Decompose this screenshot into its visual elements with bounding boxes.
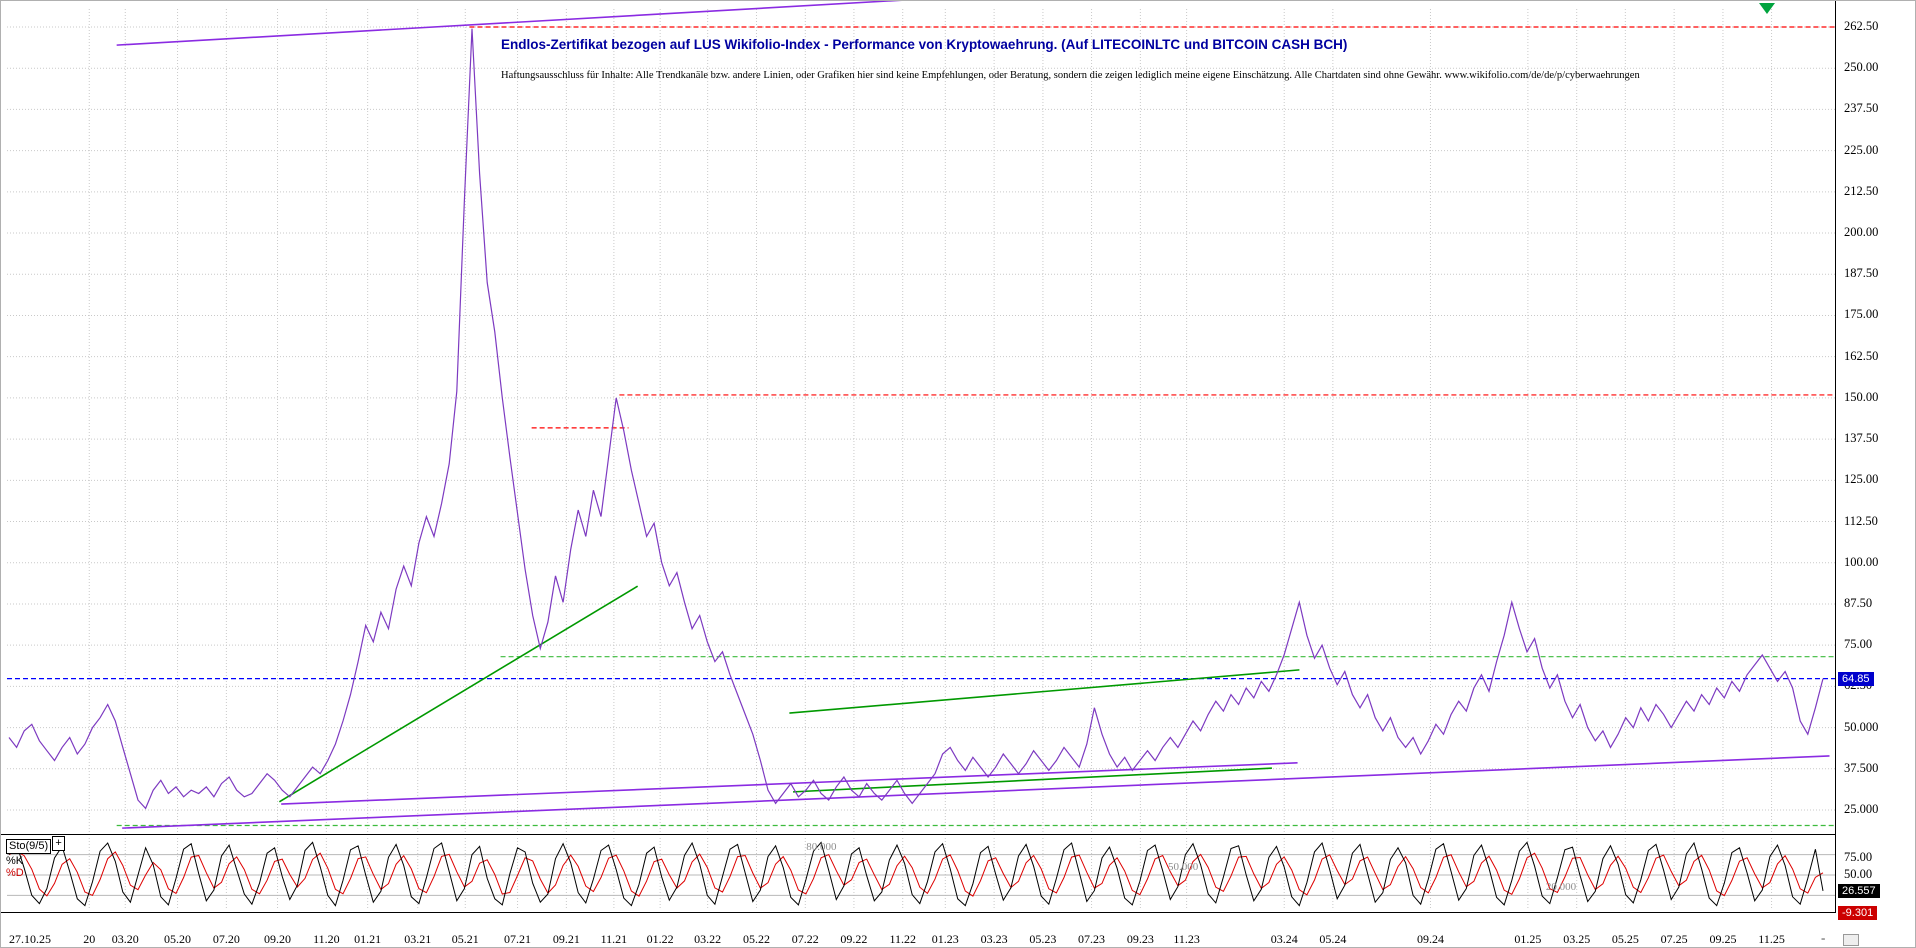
x-axis-label: 11.20 [313,932,340,946]
price-axis-label: 225.00 [1844,142,1879,157]
x-axis-label: 09.20 [264,932,292,946]
price-axis-label: 50.000 [1844,719,1879,734]
chart-disclaimer: Haftungsausschluss für Inhalte: Alle Tre… [501,70,1640,81]
x-axis-label: 03.23 [980,932,1008,946]
trend-line [122,755,1830,829]
x-axis-label: 09.24 [1416,932,1444,946]
x-axis-label: 07.23 [1078,932,1106,946]
oscillator-level-label: 80.000 [806,840,837,853]
price-axis-label: 37.500 [1844,760,1879,775]
x-axis-label: 05.22 [742,932,770,946]
trend-line [789,669,1300,714]
stochastic-d-label: %D [6,867,24,879]
x-axis-label: 03.24 [1270,932,1298,946]
oscillator-level-label: 50.000 [1168,861,1199,873]
price-axis-label: 187.50 [1844,266,1879,281]
price-axis-label: 237.50 [1844,101,1879,116]
x-axis-label: 01.22 [646,932,674,946]
price-axis-label: 162.50 [1844,348,1879,363]
price-line [8,28,1824,810]
price-axis-label: 175.00 [1844,307,1879,322]
trend-line [116,1,902,46]
stochastic-k-value-badge: 26.557 [1838,883,1880,898]
price-axis-label: 100.00 [1844,554,1879,569]
x-axis-label: 07.22 [791,932,819,946]
x-axis-label: 11.22 [889,932,916,946]
trend-line [281,762,1298,805]
x-axis-label: 03.22 [694,932,722,946]
x-axis-label: 05.21 [451,932,479,946]
stochastic-d-value-badge: -9.301 [1838,906,1878,920]
current-price-badge: 64.85 [1838,671,1874,686]
oscillator-level-label: 20.000 [1545,881,1577,894]
x-axis-label: 11.23 [1173,932,1200,946]
x-axis-label: 05.20 [164,932,192,946]
chart-title: Endlos-Zertifikat bezogen auf LUS Wikifo… [501,37,1348,52]
x-axis-label: 20 [83,932,96,946]
x-axis-label: 05.24 [1319,932,1347,946]
trend-line [278,585,639,803]
x-axis-label: 03.20 [111,932,139,946]
x-axis-label: 07.21 [504,932,532,946]
price-axis-label: 137.50 [1844,431,1879,446]
price-axis-label: 25.000 [1844,802,1879,816]
x-axis-label: 11.25 [1758,932,1785,946]
x-axis-label: 09.25 [1709,932,1737,946]
stochastic-d-line [8,850,1824,897]
x-axis-label: 05.25 [1611,932,1639,946]
price-axis-label: 262.50 [1844,19,1879,33]
price-axis-label: 250.00 [1844,60,1879,75]
panel-separator[interactable] [1,834,1835,835]
x-axis-label: 09.21 [552,932,580,946]
x-axis-label: 03.21 [404,932,432,946]
x-axis-label: 07.25 [1660,932,1688,946]
stochastic-k-label: %K [6,855,24,867]
x-axis-label: 07.20 [212,932,240,946]
price-axis-label: 87.50 [1844,595,1873,610]
price-axis-label: 212.50 [1844,183,1879,198]
x-axis-label: 11.21 [600,932,628,946]
indicator-expand-button[interactable]: + [52,836,66,851]
scale-separator [1835,1,1836,913]
price-axis-label: 75.00 [1844,637,1873,652]
x-axis-label: 01.21 [354,932,382,946]
x-axis-label: 03.25 [1563,932,1591,946]
stochastic-k-line [8,841,1824,907]
x-axis-label: 01.25 [1514,932,1542,946]
x-axis-label: 27.10.25 [9,932,51,946]
axis-corner-dash: - [1821,930,1826,945]
price-axis-label: 200.00 [1844,225,1879,240]
price-axis-label: 150.00 [1844,389,1879,404]
indicator-legend: Sto(9/5) + %K %D [6,836,66,879]
x-axis-label: 09.23 [1126,932,1154,946]
panel-separator[interactable] [1,912,1835,913]
axis-resize-handle[interactable] [1843,934,1859,946]
x-axis-label: 05.23 [1029,932,1057,946]
x-axis-label: 09.22 [840,932,868,946]
oscillator-axis-label: 75.00 [1844,850,1873,864]
oscillator-axis-label: 50.00 [1844,867,1873,881]
price-axis-label: 125.00 [1844,472,1879,487]
indicator-name-button[interactable]: Sto(9/5) [6,839,52,854]
x-axis-label: 01.23 [931,932,959,946]
green-arrow-icon[interactable] [1759,3,1775,14]
trend-line [793,767,1273,793]
price-axis-label: 112.50 [1844,513,1878,528]
